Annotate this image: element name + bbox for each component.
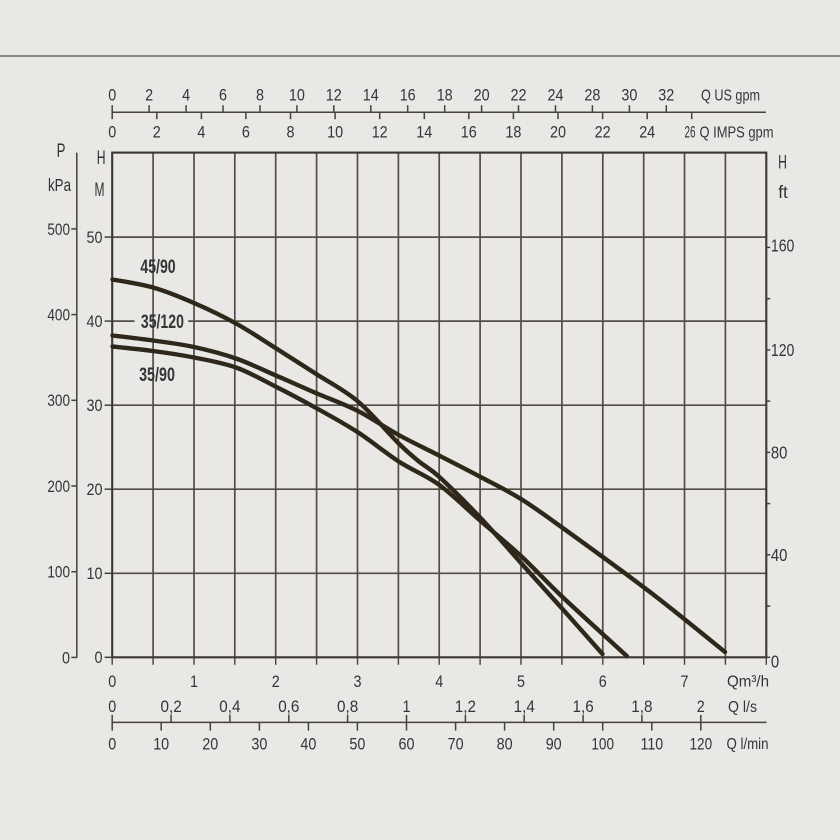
svg-text:6: 6 [242,123,250,141]
svg-text:40: 40 [87,313,103,331]
svg-text:80: 80 [497,735,513,753]
svg-text:40: 40 [300,735,316,753]
svg-text:20: 20 [87,481,103,499]
svg-text:500: 500 [47,221,70,239]
svg-text:3: 3 [354,672,362,691]
svg-text:20: 20 [474,86,490,104]
svg-text:120: 120 [690,735,713,753]
svg-text:22: 22 [595,123,611,141]
svg-text:20: 20 [202,735,218,753]
svg-text:40: 40 [771,545,788,565]
svg-text:16: 16 [461,123,477,141]
svg-text:0: 0 [108,698,116,716]
svg-text:32: 32 [658,86,674,104]
svg-text:90: 90 [546,735,562,753]
svg-text:8: 8 [256,86,264,104]
svg-text:20: 20 [550,123,566,141]
svg-text:30: 30 [87,397,103,415]
svg-text:0: 0 [108,672,116,691]
svg-text:5: 5 [517,672,525,691]
svg-text:1: 1 [403,698,411,716]
svg-text:1,2: 1,2 [455,698,476,716]
svg-text:14: 14 [416,123,432,141]
svg-text:1: 1 [190,672,198,691]
svg-text:10: 10 [153,735,169,753]
svg-text:16: 16 [400,86,416,104]
svg-text:28: 28 [584,86,600,104]
svg-text:100: 100 [591,735,614,753]
svg-text:14: 14 [363,86,379,104]
svg-text:Q l/min: Q l/min [727,736,769,753]
svg-text:0: 0 [108,123,116,141]
svg-text:Qm³/h: Qm³/h [727,674,769,691]
svg-text:0: 0 [771,651,780,671]
svg-text:0,8: 0,8 [337,698,358,716]
svg-text:45/90: 45/90 [140,257,175,278]
svg-text:30: 30 [621,86,637,104]
svg-text:1,6: 1,6 [573,698,594,716]
svg-text:70: 70 [448,735,464,753]
svg-text:8: 8 [287,123,295,141]
svg-text:7: 7 [681,672,689,691]
svg-text:50: 50 [349,735,365,753]
svg-text:4: 4 [197,123,205,141]
svg-text:0: 0 [95,649,103,667]
svg-text:0,6: 0,6 [278,698,299,716]
svg-text:6: 6 [219,86,227,104]
svg-text:2: 2 [272,672,280,691]
svg-text:1,8: 1,8 [631,698,652,716]
svg-text:80: 80 [771,443,788,463]
svg-text:H: H [97,148,106,169]
svg-text:M: M [95,180,105,201]
svg-text:12: 12 [372,123,388,141]
svg-text:P: P [57,141,66,162]
svg-text:2: 2 [153,123,161,141]
svg-text:2: 2 [145,86,153,104]
svg-text:160: 160 [771,236,795,256]
svg-text:100: 100 [47,564,70,582]
svg-text:1,4: 1,4 [514,698,535,716]
svg-text:110: 110 [641,735,664,753]
svg-text:18: 18 [437,86,453,104]
svg-text:4: 4 [182,86,190,104]
svg-text:24: 24 [548,86,564,104]
svg-text:24: 24 [639,123,655,141]
svg-text:12: 12 [326,86,342,104]
svg-text:30: 30 [251,735,267,753]
svg-text:4: 4 [435,672,443,691]
svg-text:120: 120 [771,340,795,360]
svg-text:0: 0 [62,649,70,667]
svg-text:Q IMPS gpm: Q IMPS gpm [700,124,774,141]
svg-text:2: 2 [697,698,705,716]
svg-text:kPa: kPa [48,175,71,195]
svg-text:Q US gpm: Q US gpm [701,87,760,104]
svg-text:26: 26 [685,123,696,141]
svg-text:22: 22 [511,86,527,104]
svg-text:35/90: 35/90 [139,365,175,386]
svg-text:6: 6 [599,672,607,691]
svg-text:400: 400 [47,307,70,325]
svg-text:H: H [778,153,787,174]
svg-text:18: 18 [505,123,521,141]
svg-text:60: 60 [399,735,415,753]
svg-text:300: 300 [47,392,70,410]
svg-text:200: 200 [47,478,70,496]
svg-text:ft: ft [778,182,788,202]
svg-text:50: 50 [87,229,103,247]
svg-text:0,4: 0,4 [219,698,240,716]
svg-text:Q l/s: Q l/s [728,699,757,716]
svg-text:0: 0 [108,86,116,104]
svg-text:10: 10 [289,86,305,104]
svg-text:10: 10 [327,123,343,141]
svg-text:10: 10 [87,565,103,583]
svg-text:0: 0 [108,735,116,753]
svg-text:35/120: 35/120 [141,312,184,333]
svg-text:0,2: 0,2 [161,698,182,716]
